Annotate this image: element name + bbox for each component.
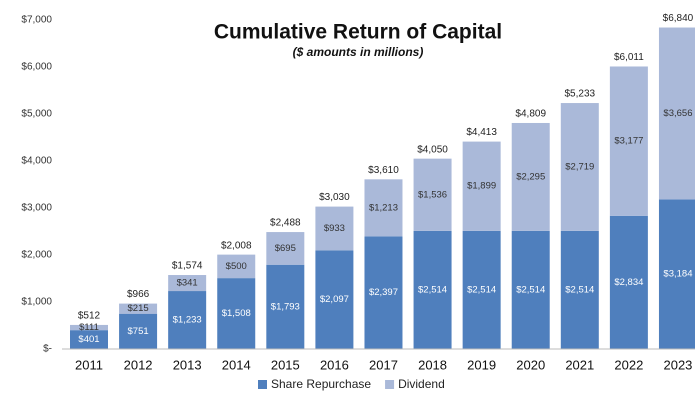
- x-tick-label: 2021: [565, 357, 594, 372]
- bar-segment: [413, 230, 452, 349]
- value-label: $111: [79, 322, 99, 333]
- y-tick-label: $4,000: [21, 156, 52, 167]
- total-label: $4,413: [466, 127, 497, 138]
- bar-segment: [511, 122, 550, 231]
- total-label: $4,809: [515, 109, 546, 120]
- bar-segment: [462, 230, 501, 349]
- value-label: $1,508: [222, 308, 251, 319]
- bar-segment: [609, 66, 648, 216]
- bar-segment: [217, 278, 256, 349]
- y-tick-label: $7,000: [21, 15, 52, 26]
- bar-segment: [560, 230, 599, 349]
- bar-segment: [168, 291, 207, 349]
- bar-segment: [511, 230, 550, 349]
- total-label: $3,610: [368, 165, 399, 176]
- bar-segment: [266, 264, 305, 349]
- total-label: $6,011: [614, 52, 644, 63]
- total-label: $1,574: [172, 261, 203, 272]
- value-label: $500: [226, 261, 247, 272]
- x-tick-label: 2012: [124, 357, 153, 372]
- total-label: $2,488: [270, 218, 301, 229]
- x-tick-label: 2019: [467, 357, 496, 372]
- total-label: $512: [78, 311, 101, 322]
- bar-segment: [658, 27, 695, 200]
- total-label: $5,233: [565, 89, 596, 100]
- x-tick-label: 2013: [173, 357, 202, 372]
- legend-swatch: [258, 380, 267, 389]
- value-label: $2,719: [565, 161, 594, 172]
- y-tick-label: $3,000: [21, 203, 52, 214]
- x-tick-label: 2018: [418, 357, 447, 372]
- value-label: $341: [177, 278, 198, 289]
- value-label: $1,536: [418, 189, 447, 200]
- value-label: $2,514: [565, 284, 594, 295]
- value-label: $2,097: [320, 294, 349, 305]
- bar-segment: [315, 206, 354, 251]
- bar-segment: [70, 330, 108, 349]
- bar-segment: [658, 199, 695, 349]
- x-tick-label: 2022: [614, 357, 643, 372]
- bar-segment: [119, 303, 158, 314]
- bar-segment: [266, 232, 305, 265]
- value-label: $2,397: [369, 287, 398, 298]
- total-label: $2,008: [221, 240, 252, 251]
- x-tick-label: 2016: [320, 357, 349, 372]
- value-label: $751: [128, 326, 149, 337]
- chart-subtitle: ($ amounts in millions): [293, 45, 424, 59]
- value-label: $2,295: [516, 171, 545, 182]
- bar-segment: [168, 275, 207, 292]
- y-tick-label: $1,000: [21, 297, 52, 308]
- value-label: $3,656: [663, 108, 692, 119]
- x-tick-label: 2017: [369, 357, 398, 372]
- bar-segment: [560, 103, 599, 231]
- y-tick-label: $-: [43, 344, 52, 355]
- bar-segment: [70, 324, 108, 331]
- x-tick-label: 2015: [271, 357, 300, 372]
- total-label: $3,030: [319, 192, 350, 203]
- value-label: $933: [324, 223, 345, 234]
- y-tick-label: $6,000: [21, 62, 52, 73]
- value-label: $2,514: [467, 284, 496, 295]
- x-tick-label: 2023: [663, 357, 692, 372]
- value-label: $2,514: [418, 284, 447, 295]
- total-label: $966: [127, 289, 150, 300]
- value-label: $2,514: [516, 284, 545, 295]
- bar-segment: [217, 254, 256, 279]
- bar-segment: [364, 236, 403, 349]
- legend-label: Dividend: [398, 377, 445, 391]
- value-label: $2,834: [614, 277, 643, 288]
- bar-segment: [609, 215, 648, 349]
- value-label: $3,177: [614, 136, 643, 147]
- total-label: $4,050: [417, 144, 448, 155]
- x-tick-label: 2011: [75, 357, 103, 372]
- value-label: $1,793: [271, 301, 300, 312]
- value-label: $401: [78, 334, 99, 345]
- legend-swatch: [385, 380, 395, 389]
- legend-label: Share Repurchase: [271, 377, 371, 391]
- value-label: $695: [275, 243, 296, 254]
- bar-segment: [462, 141, 501, 231]
- value-label: $215: [128, 303, 149, 314]
- chart-title: Cumulative Return of Capital: [214, 21, 502, 44]
- bar-segment: [119, 313, 158, 349]
- bar-segment: [315, 250, 354, 349]
- value-label: $1,233: [173, 315, 202, 326]
- bar-segment: [413, 158, 452, 231]
- y-tick-label: $2,000: [21, 250, 52, 261]
- value-label: $1,899: [467, 181, 496, 192]
- bar-segment: [364, 179, 403, 237]
- x-tick-label: 2014: [222, 357, 251, 372]
- value-label: $3,184: [663, 269, 692, 280]
- total-label: $6,840: [663, 13, 694, 24]
- value-label: $1,213: [369, 202, 398, 213]
- x-tick-label: 2020: [516, 357, 545, 372]
- y-tick-label: $5,000: [21, 109, 52, 120]
